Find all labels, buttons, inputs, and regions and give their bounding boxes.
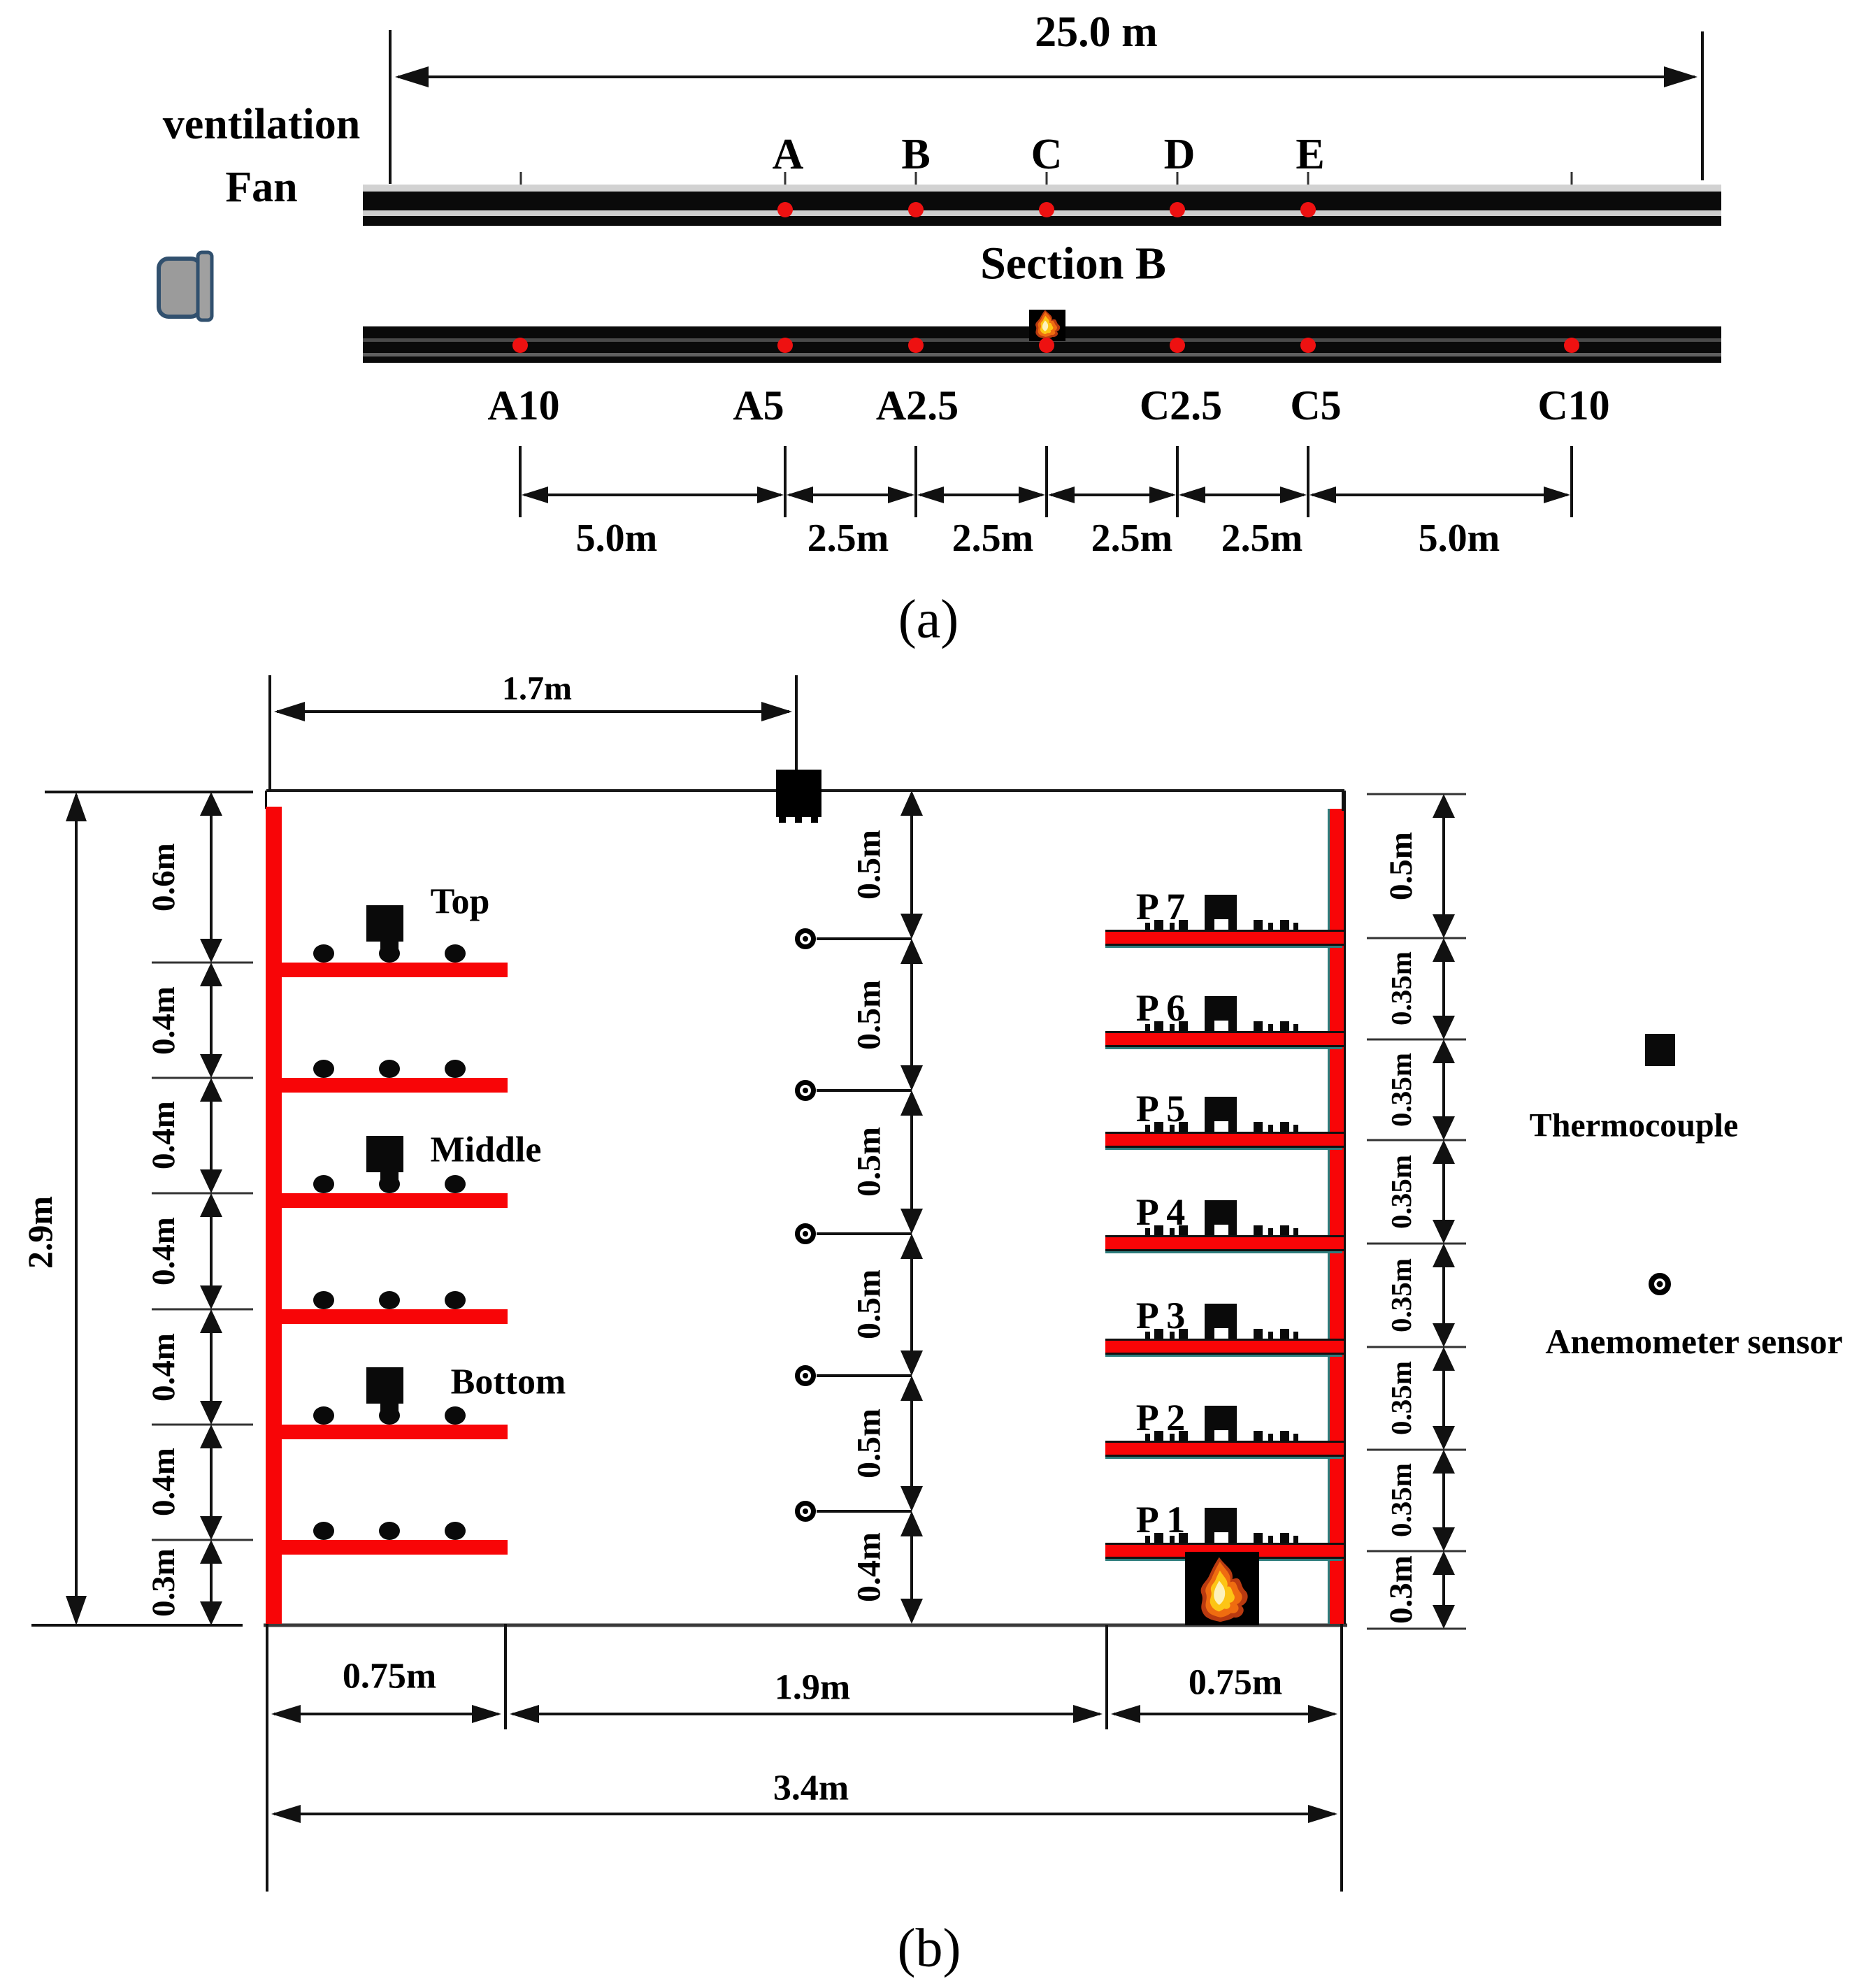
- svg-text:0.75m: 0.75m: [343, 1657, 436, 1697]
- svg-text:0.5m: 0.5m: [851, 830, 888, 900]
- svg-text:C2.5: C2.5: [1140, 382, 1222, 428]
- svg-text:0.5m: 0.5m: [851, 1409, 888, 1478]
- svg-text:P 5: P 5: [1136, 1088, 1186, 1130]
- svg-text:ventilation: ventilation: [163, 101, 360, 148]
- svg-text:0.4m: 0.4m: [851, 1532, 888, 1602]
- svg-text:0.35m: 0.35m: [1385, 1155, 1417, 1229]
- svg-text:0.35m: 0.35m: [1385, 1053, 1417, 1127]
- svg-text:0.35m: 0.35m: [1385, 1258, 1417, 1332]
- svg-text:0.5m: 0.5m: [851, 980, 888, 1050]
- svg-text:Section B: Section B: [980, 238, 1166, 289]
- svg-text:P 7: P 7: [1136, 886, 1186, 928]
- svg-text:25.0 m: 25.0 m: [1035, 8, 1158, 56]
- svg-text:0.6m: 0.6m: [145, 843, 182, 912]
- svg-text:C: C: [1031, 131, 1063, 178]
- svg-text:A2.5: A2.5: [876, 382, 959, 428]
- svg-text:Thermocouple: Thermocouple: [1530, 1107, 1739, 1144]
- svg-text:5.0m: 5.0m: [576, 517, 658, 560]
- svg-text:Middle: Middle: [431, 1130, 542, 1170]
- svg-text:A10: A10: [487, 382, 559, 428]
- svg-text:(b): (b): [898, 1917, 961, 1978]
- svg-text:2.5m: 2.5m: [1091, 517, 1173, 560]
- svg-text:0.4m: 0.4m: [145, 1333, 182, 1402]
- svg-text:Bottom: Bottom: [451, 1362, 566, 1402]
- svg-text:Top: Top: [431, 882, 490, 922]
- svg-text:2.5m: 2.5m: [952, 517, 1034, 560]
- svg-text:1.9m: 1.9m: [775, 1668, 850, 1708]
- svg-text:0.4m: 0.4m: [145, 986, 182, 1055]
- svg-text:B: B: [901, 131, 930, 178]
- svg-text:C5: C5: [1290, 382, 1341, 428]
- svg-text:P 3: P 3: [1136, 1295, 1186, 1337]
- svg-text:0.75m: 0.75m: [1189, 1663, 1282, 1703]
- svg-text:0.4m: 0.4m: [145, 1101, 182, 1169]
- svg-text:0.35m: 0.35m: [1385, 1463, 1417, 1537]
- svg-text:0.35m: 0.35m: [1385, 1361, 1417, 1435]
- svg-text:Anemometer sensor: Anemometer sensor: [1545, 1322, 1842, 1361]
- svg-text:2.9m: 2.9m: [20, 1196, 59, 1269]
- svg-text:0.4m: 0.4m: [145, 1448, 182, 1516]
- svg-text:2.5m: 2.5m: [1221, 517, 1303, 560]
- svg-text:P 4: P 4: [1136, 1191, 1186, 1233]
- svg-text:P 2: P 2: [1136, 1397, 1186, 1439]
- svg-text:1.7m: 1.7m: [502, 670, 572, 707]
- svg-text:D: D: [1164, 131, 1196, 178]
- svg-text:A5: A5: [733, 382, 784, 428]
- svg-text:3.4m: 3.4m: [773, 1769, 849, 1808]
- svg-text:0.3m: 0.3m: [145, 1548, 182, 1617]
- svg-text:P 6: P 6: [1136, 987, 1186, 1029]
- svg-text:0.4m: 0.4m: [145, 1217, 182, 1285]
- svg-text:2.5m: 2.5m: [808, 517, 889, 560]
- svg-text:(a): (a): [898, 589, 959, 649]
- svg-text:C10: C10: [1537, 382, 1609, 428]
- svg-text:0.3m: 0.3m: [1383, 1555, 1419, 1624]
- svg-text:0.5m: 0.5m: [1383, 832, 1419, 900]
- svg-text:A: A: [773, 131, 804, 178]
- svg-text:0.5m: 0.5m: [851, 1127, 888, 1197]
- svg-text:5.0m: 5.0m: [1419, 517, 1500, 560]
- svg-text:0.35m: 0.35m: [1385, 951, 1417, 1025]
- svg-text:0.5m: 0.5m: [851, 1269, 888, 1339]
- svg-text:E: E: [1295, 131, 1324, 178]
- svg-text:P 1: P 1: [1136, 1499, 1186, 1541]
- svg-text:Fan: Fan: [225, 164, 297, 211]
